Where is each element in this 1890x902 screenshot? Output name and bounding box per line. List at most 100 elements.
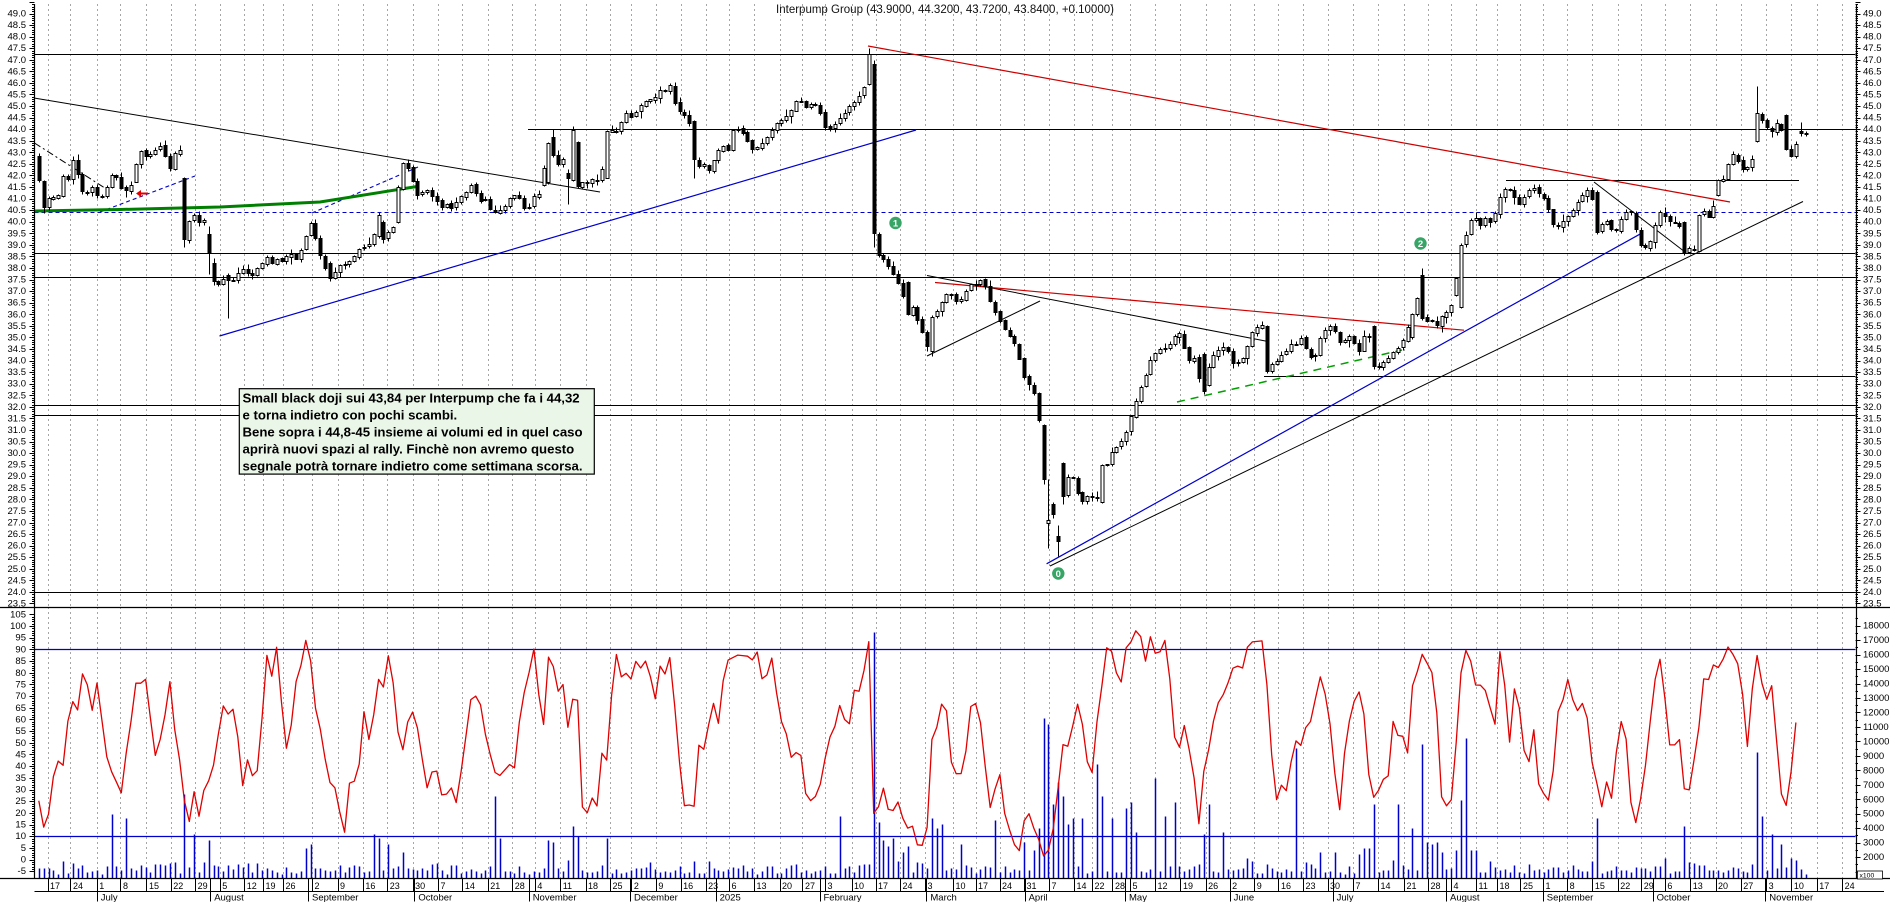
svg-text:41.5: 41.5 bbox=[8, 182, 27, 193]
svg-text:29.0: 29.0 bbox=[1863, 471, 1882, 482]
svg-text:13: 13 bbox=[1693, 881, 1703, 891]
svg-text:45: 45 bbox=[15, 750, 26, 761]
svg-text:20: 20 bbox=[1718, 881, 1728, 891]
svg-text:11000: 11000 bbox=[1863, 722, 1889, 733]
svg-text:July: July bbox=[101, 893, 118, 902]
svg-text:21: 21 bbox=[490, 881, 500, 891]
svg-text:19: 19 bbox=[266, 881, 276, 891]
svg-text:24: 24 bbox=[903, 881, 913, 891]
svg-text:23.5: 23.5 bbox=[8, 599, 27, 610]
svg-text:15: 15 bbox=[149, 881, 159, 891]
svg-text:23: 23 bbox=[1306, 881, 1316, 891]
svg-text:14: 14 bbox=[465, 881, 475, 891]
svg-text:32.0: 32.0 bbox=[1863, 402, 1882, 413]
svg-text:Bene sopra i 44,8-45 insieme a: Bene sopra i 44,8-45 insieme ai volumi e… bbox=[243, 425, 583, 440]
svg-text:41.0: 41.0 bbox=[8, 194, 27, 205]
svg-text:35.5: 35.5 bbox=[1863, 321, 1882, 332]
svg-text:May: May bbox=[1129, 893, 1147, 902]
svg-text:32.5: 32.5 bbox=[8, 390, 27, 401]
svg-text:80: 80 bbox=[15, 668, 26, 679]
svg-text:14: 14 bbox=[1077, 881, 1087, 891]
svg-text:3000: 3000 bbox=[1863, 838, 1884, 849]
svg-text:4: 4 bbox=[1454, 881, 1459, 891]
svg-text:32.0: 32.0 bbox=[8, 402, 27, 413]
svg-text:23: 23 bbox=[390, 881, 400, 891]
svg-text:31.5: 31.5 bbox=[8, 413, 27, 424]
svg-text:9000: 9000 bbox=[1863, 751, 1884, 762]
svg-text:segnale potrà tornare indietro: segnale potrà tornare indietro come sett… bbox=[243, 459, 583, 474]
svg-text:40.5: 40.5 bbox=[1863, 205, 1882, 216]
svg-text:29.0: 29.0 bbox=[8, 471, 27, 482]
svg-text:5: 5 bbox=[1133, 881, 1138, 891]
svg-text:18: 18 bbox=[588, 881, 598, 891]
svg-text:22: 22 bbox=[1095, 881, 1105, 891]
svg-text:July: July bbox=[1337, 893, 1354, 902]
svg-text:4000: 4000 bbox=[1863, 823, 1884, 834]
svg-text:1: 1 bbox=[893, 218, 899, 229]
svg-text:26.5: 26.5 bbox=[1863, 529, 1882, 540]
svg-text:75: 75 bbox=[15, 679, 26, 690]
svg-text:e torna indietro con pochi sca: e torna indietro con pochi scambi. bbox=[243, 408, 458, 423]
svg-text:28.0: 28.0 bbox=[1863, 494, 1882, 505]
svg-text:35.5: 35.5 bbox=[8, 321, 27, 332]
svg-text:31.5: 31.5 bbox=[1863, 413, 1882, 424]
svg-text:34.0: 34.0 bbox=[8, 356, 27, 367]
svg-text:38.5: 38.5 bbox=[1863, 251, 1882, 262]
svg-text:x100: x100 bbox=[1860, 873, 1875, 880]
svg-text:26: 26 bbox=[286, 881, 296, 891]
svg-text:24.0: 24.0 bbox=[1863, 587, 1882, 598]
svg-text:34.5: 34.5 bbox=[8, 344, 27, 355]
svg-text:29.5: 29.5 bbox=[8, 460, 27, 471]
svg-text:13000: 13000 bbox=[1863, 693, 1889, 704]
svg-text:14000: 14000 bbox=[1863, 679, 1889, 690]
svg-text:32.5: 32.5 bbox=[1863, 390, 1882, 401]
svg-text:42.0: 42.0 bbox=[8, 171, 27, 182]
svg-text:2: 2 bbox=[1232, 881, 1237, 891]
svg-text:24.5: 24.5 bbox=[1863, 575, 1882, 586]
svg-text:39.5: 39.5 bbox=[1863, 228, 1882, 239]
svg-text:27.0: 27.0 bbox=[1863, 518, 1882, 529]
svg-text:31: 31 bbox=[1027, 881, 1037, 891]
svg-text:25.5: 25.5 bbox=[8, 552, 27, 563]
svg-text:30: 30 bbox=[1330, 881, 1340, 891]
svg-text:44.0: 44.0 bbox=[1863, 124, 1882, 135]
svg-text:38.5: 38.5 bbox=[8, 251, 27, 262]
svg-text:17: 17 bbox=[878, 881, 888, 891]
svg-text:28: 28 bbox=[1115, 881, 1125, 891]
svg-text:41.0: 41.0 bbox=[1863, 194, 1882, 205]
svg-text:60: 60 bbox=[15, 714, 26, 725]
svg-text:38.0: 38.0 bbox=[1863, 263, 1882, 274]
svg-text:30.5: 30.5 bbox=[8, 437, 27, 448]
svg-text:43.0: 43.0 bbox=[1863, 147, 1882, 158]
svg-text:45.5: 45.5 bbox=[8, 90, 27, 101]
svg-text:37.5: 37.5 bbox=[8, 275, 27, 286]
svg-text:47.5: 47.5 bbox=[8, 43, 27, 54]
svg-text:3: 3 bbox=[828, 881, 833, 891]
svg-text:47.0: 47.0 bbox=[1863, 55, 1882, 66]
svg-text:8: 8 bbox=[1570, 881, 1575, 891]
svg-text:17000: 17000 bbox=[1863, 635, 1889, 646]
svg-text:28: 28 bbox=[1431, 881, 1441, 891]
svg-text:48.0: 48.0 bbox=[8, 32, 27, 43]
svg-text:27: 27 bbox=[805, 881, 815, 891]
svg-text:43.5: 43.5 bbox=[8, 136, 27, 147]
svg-text:9: 9 bbox=[658, 881, 663, 891]
svg-text:26: 26 bbox=[1208, 881, 1218, 891]
svg-text:37.0: 37.0 bbox=[1863, 286, 1882, 297]
svg-text:44.5: 44.5 bbox=[1863, 113, 1882, 124]
svg-text:10: 10 bbox=[1794, 881, 1804, 891]
svg-text:19: 19 bbox=[1183, 881, 1193, 891]
svg-text:39.0: 39.0 bbox=[8, 240, 27, 251]
svg-text:38.0: 38.0 bbox=[8, 263, 27, 274]
svg-text:September: September bbox=[1547, 893, 1593, 902]
svg-text:17: 17 bbox=[1819, 881, 1829, 891]
svg-text:21: 21 bbox=[1407, 881, 1417, 891]
svg-text:46.5: 46.5 bbox=[1863, 66, 1882, 77]
svg-text:41.5: 41.5 bbox=[1863, 182, 1882, 193]
svg-text:0: 0 bbox=[1056, 569, 1061, 580]
svg-text:November: November bbox=[533, 893, 577, 902]
svg-text:18000: 18000 bbox=[1863, 621, 1889, 632]
svg-text:December: December bbox=[634, 893, 678, 902]
svg-text:November: November bbox=[1769, 893, 1813, 902]
svg-text:40.0: 40.0 bbox=[1863, 217, 1882, 228]
